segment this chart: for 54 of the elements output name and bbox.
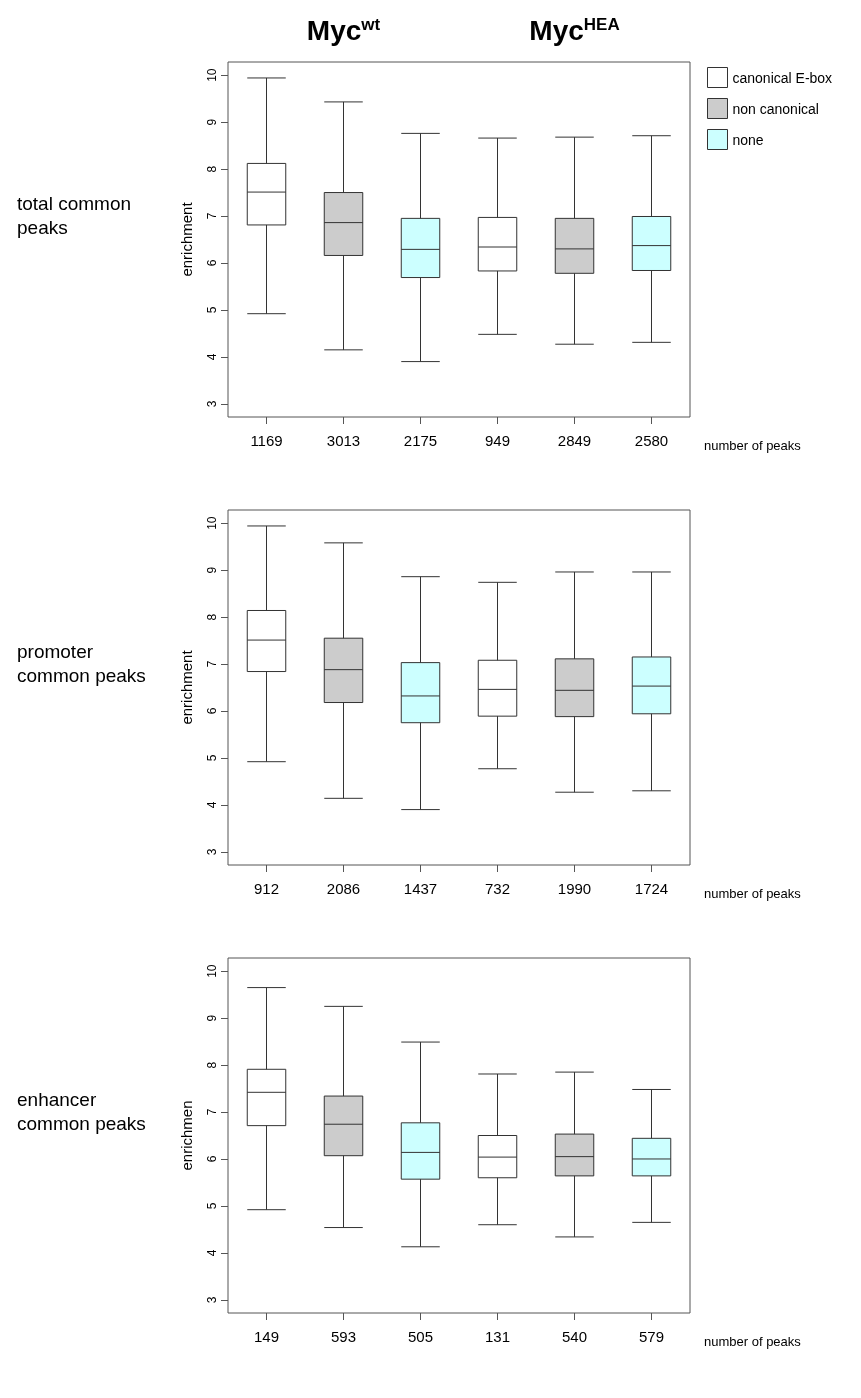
x-axis-title: number of peaks xyxy=(704,886,802,901)
y-tick-label: 7 xyxy=(205,1108,219,1116)
y-tick-label: 4 xyxy=(205,1249,219,1257)
x-tick-label: 1437 xyxy=(403,880,438,897)
y-tick-label: 6 xyxy=(205,1155,219,1163)
x-tick-label: 2580 xyxy=(634,432,669,449)
y-tick-label: 10 xyxy=(205,68,219,82)
y-tick-label: 6 xyxy=(205,707,219,715)
legend-label: non canonical xyxy=(732,100,819,117)
y-tick-label: 3 xyxy=(205,848,219,856)
y-axis-title: enrichment xyxy=(178,201,195,277)
y-axis-title: enrichment xyxy=(178,649,195,725)
x-tick-label: 540 xyxy=(561,1328,588,1345)
x-tick-label: 949 xyxy=(484,432,511,449)
y-tick-label: 4 xyxy=(205,801,219,809)
y-tick-label: 7 xyxy=(205,660,219,668)
x-tick-label: 149 xyxy=(253,1328,280,1345)
legend-label: canonical E-box xyxy=(732,69,833,86)
x-tick-label: 2849 xyxy=(557,432,592,449)
y-tick-label: 9 xyxy=(205,566,219,574)
y-tick-label: 5 xyxy=(205,754,219,762)
x-tick-label: 912 xyxy=(253,880,280,897)
y-tick-label: 5 xyxy=(205,1202,219,1210)
x-tick-label: 1990 xyxy=(557,880,592,897)
x-axis-title: number of peaks xyxy=(704,1334,802,1349)
x-axis-title: number of peaks xyxy=(704,438,802,453)
y-tick-label: 10 xyxy=(205,964,219,978)
y-tick-label: 7 xyxy=(205,212,219,220)
y-tick-label: 8 xyxy=(205,1061,219,1069)
y-tick-label: 4 xyxy=(205,353,219,361)
y-tick-label: 8 xyxy=(205,613,219,621)
x-tick-label: 2086 xyxy=(326,880,361,897)
y-tick-label: 9 xyxy=(205,118,219,126)
text: enhancer common peaks xyxy=(17,1088,146,1134)
y-axis-title: enrichmen xyxy=(178,1100,195,1171)
x-tick-label: 1169 xyxy=(250,432,283,449)
y-tick-label: 5 xyxy=(205,306,219,314)
y-tick-label: 8 xyxy=(205,165,219,173)
legend-label: none xyxy=(732,131,764,148)
y-tick-label: 6 xyxy=(205,259,219,267)
x-tick-label: 505 xyxy=(407,1328,434,1345)
x-tick-label: 732 xyxy=(484,880,511,897)
x-tick-label: 131 xyxy=(484,1328,511,1345)
x-tick-label: 3013 xyxy=(326,432,361,449)
y-tick-label: 9 xyxy=(205,1014,219,1022)
x-tick-label: 1724 xyxy=(634,880,669,897)
y-tick-label: 3 xyxy=(205,400,219,408)
y-tick-label: 10 xyxy=(205,516,219,530)
x-tick-label: 579 xyxy=(638,1328,665,1345)
y-tick-label: 3 xyxy=(205,1296,219,1304)
x-tick-label: 593 xyxy=(330,1328,357,1345)
x-tick-label: 2175 xyxy=(403,432,438,449)
text: promoter common peaks xyxy=(17,640,146,686)
text: total common peaks xyxy=(17,192,137,238)
